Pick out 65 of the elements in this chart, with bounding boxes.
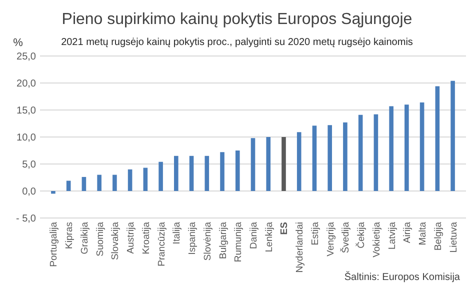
bar [374, 114, 378, 191]
bar [282, 137, 286, 191]
x-tick-label: Airija [402, 221, 414, 244]
bar [51, 191, 56, 194]
x-tick-label: Lenkija [264, 221, 275, 252]
x-tick-label: Slovakija [110, 221, 122, 260]
x-tick-label: Vokietija [371, 221, 382, 258]
x-tick-label: Kipras [64, 222, 76, 249]
bar [343, 122, 348, 191]
x-tick-label: Austrija [126, 221, 137, 254]
bar [143, 168, 148, 191]
x-tick-label: Suomija [94, 221, 106, 256]
x-tick-label: Belgija [432, 221, 444, 251]
x-tick-label: Bulgarija [218, 221, 229, 259]
bar [404, 104, 409, 191]
x-tick-label: Čekija [355, 221, 368, 248]
y-tick-label: 0,0 [22, 186, 36, 198]
x-tick-label: Kroatija [140, 221, 152, 254]
x-tick-label: Vengrija [325, 221, 336, 256]
bar [128, 169, 132, 191]
x-tick-label: Estija [310, 221, 321, 246]
x-tick-label: Graikija [79, 221, 90, 254]
x-tick-label: Italija [172, 221, 183, 244]
y-tick-label: 25,0 [16, 52, 36, 62]
bar [82, 176, 86, 191]
y-tick-label: 20,0 [16, 78, 36, 90]
bar [435, 86, 440, 191]
y-tick-label: - 5,0 [16, 214, 36, 224]
bar [450, 80, 455, 191]
bar [420, 102, 424, 191]
bar [158, 162, 163, 191]
x-tick-label: Slovėnija [202, 221, 214, 261]
bar [312, 126, 317, 191]
x-tick-label: Lietuva [448, 221, 460, 253]
y-axis-title: % [13, 37, 24, 49]
x-tick-label: Portugalija [48, 221, 60, 267]
bar [250, 138, 256, 191]
x-tick-label: Rumunija [233, 221, 244, 262]
x-tick-label: Latvija [386, 221, 398, 250]
y-tick-label: 10,0 [16, 132, 36, 144]
bar [296, 132, 302, 191]
bar [389, 106, 394, 191]
bar [174, 156, 178, 191]
chart-subtitle: 2021 metų rugsėjo kainų pokytis proc., palyginti su 2020 metų rugsėjo kainomis [61, 37, 413, 48]
x-tick-label: ES [279, 222, 290, 235]
bar [358, 114, 363, 191]
bar [266, 137, 271, 191]
x-tick-label: Švedija [340, 221, 352, 254]
bar [235, 150, 240, 191]
bar [97, 174, 102, 191]
x-tick-label: Prancūzija [156, 221, 168, 266]
bar [66, 180, 71, 191]
x-tick-label: Malta [418, 221, 429, 246]
text: Šaltinis: Europos Komisija [344, 271, 460, 283]
bar [204, 156, 210, 191]
bar [189, 156, 194, 191]
x-tick-label: Ispanija [187, 221, 198, 255]
x-tick-label: Nyderlandai [294, 222, 306, 273]
x-tick-label: Danija [248, 221, 260, 249]
chart-title: Pieno supirkimo kainų pokytis Europos Sąjungoje [62, 11, 412, 28]
bar [112, 174, 117, 191]
y-tick-label: 15,0 [16, 106, 36, 116]
bar [220, 152, 224, 191]
bar [328, 125, 332, 191]
y-tick-label: 5,0 [22, 160, 36, 170]
